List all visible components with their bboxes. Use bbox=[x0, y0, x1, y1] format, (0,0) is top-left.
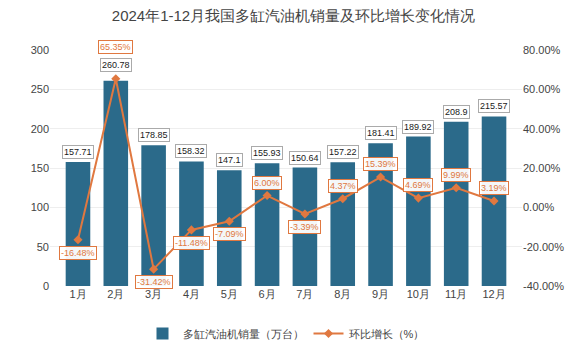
svg-text:3.19%: 3.19% bbox=[481, 183, 507, 193]
svg-text:65.35%: 65.35% bbox=[100, 42, 131, 52]
svg-text:-31.42%: -31.42% bbox=[137, 277, 171, 287]
svg-text:20.00%: 20.00% bbox=[523, 162, 561, 174]
svg-text:10月: 10月 bbox=[407, 288, 430, 300]
svg-text:2月: 2月 bbox=[107, 288, 124, 300]
svg-text:158.32: 158.32 bbox=[177, 146, 205, 156]
svg-text:157.71: 157.71 bbox=[64, 147, 92, 157]
svg-text:208.9: 208.9 bbox=[445, 107, 468, 117]
svg-text:多缸汽油机销量（万台）: 多缸汽油机销量（万台） bbox=[183, 328, 304, 340]
svg-text:60.00%: 60.00% bbox=[523, 83, 561, 95]
svg-text:155.93: 155.93 bbox=[253, 148, 281, 158]
svg-text:-16.48%: -16.48% bbox=[61, 248, 95, 258]
svg-text:181.41: 181.41 bbox=[367, 128, 395, 138]
svg-text:147.1: 147.1 bbox=[218, 155, 241, 165]
svg-text:6月: 6月 bbox=[259, 288, 276, 300]
svg-text:-3.39%: -3.39% bbox=[290, 222, 319, 232]
svg-text:2024年1-12月我国多缸汽油机销量及环比增长变化情况: 2024年1-12月我国多缸汽油机销量及环比增长变化情况 bbox=[112, 7, 475, 24]
svg-text:4月: 4月 bbox=[183, 288, 200, 300]
svg-text:-7.09%: -7.09% bbox=[215, 229, 244, 239]
svg-text:-20.00%: -20.00% bbox=[523, 241, 564, 253]
svg-text:40.00%: 40.00% bbox=[523, 123, 561, 135]
svg-text:8月: 8月 bbox=[334, 288, 351, 300]
svg-text:150.64: 150.64 bbox=[291, 153, 319, 163]
svg-text:178.85: 178.85 bbox=[140, 130, 168, 140]
svg-text:189.92: 189.92 bbox=[404, 122, 432, 132]
svg-text:11月: 11月 bbox=[445, 288, 467, 300]
svg-text:50: 50 bbox=[37, 241, 49, 253]
svg-text:4.37%: 4.37% bbox=[330, 181, 356, 191]
svg-text:300: 300 bbox=[31, 44, 49, 56]
svg-text:215.57: 215.57 bbox=[480, 101, 508, 111]
svg-text:-40.00%: -40.00% bbox=[523, 280, 564, 292]
svg-text:9月: 9月 bbox=[372, 288, 389, 300]
svg-text:环比增长（%）: 环比增长（%） bbox=[349, 328, 425, 340]
svg-text:100: 100 bbox=[31, 201, 49, 213]
svg-text:15.39%: 15.39% bbox=[365, 159, 396, 169]
svg-text:3月: 3月 bbox=[145, 288, 162, 300]
svg-text:1月: 1月 bbox=[69, 288, 86, 300]
svg-text:260.78: 260.78 bbox=[102, 60, 130, 70]
svg-text:9.99%: 9.99% bbox=[443, 170, 469, 180]
svg-text:0: 0 bbox=[43, 280, 49, 292]
svg-text:157.22: 157.22 bbox=[329, 147, 357, 157]
svg-text:5月: 5月 bbox=[221, 288, 238, 300]
svg-text:6.00%: 6.00% bbox=[254, 178, 280, 188]
svg-text:250: 250 bbox=[31, 83, 49, 95]
svg-text:0.00%: 0.00% bbox=[523, 201, 554, 213]
svg-text:7月: 7月 bbox=[296, 288, 313, 300]
svg-text:-11.48%: -11.48% bbox=[175, 238, 208, 248]
svg-text:150: 150 bbox=[31, 162, 49, 174]
svg-text:4.69%: 4.69% bbox=[405, 180, 431, 190]
svg-text:80.00%: 80.00% bbox=[523, 44, 561, 56]
svg-text:200: 200 bbox=[31, 123, 49, 135]
svg-text:12月: 12月 bbox=[482, 288, 505, 300]
